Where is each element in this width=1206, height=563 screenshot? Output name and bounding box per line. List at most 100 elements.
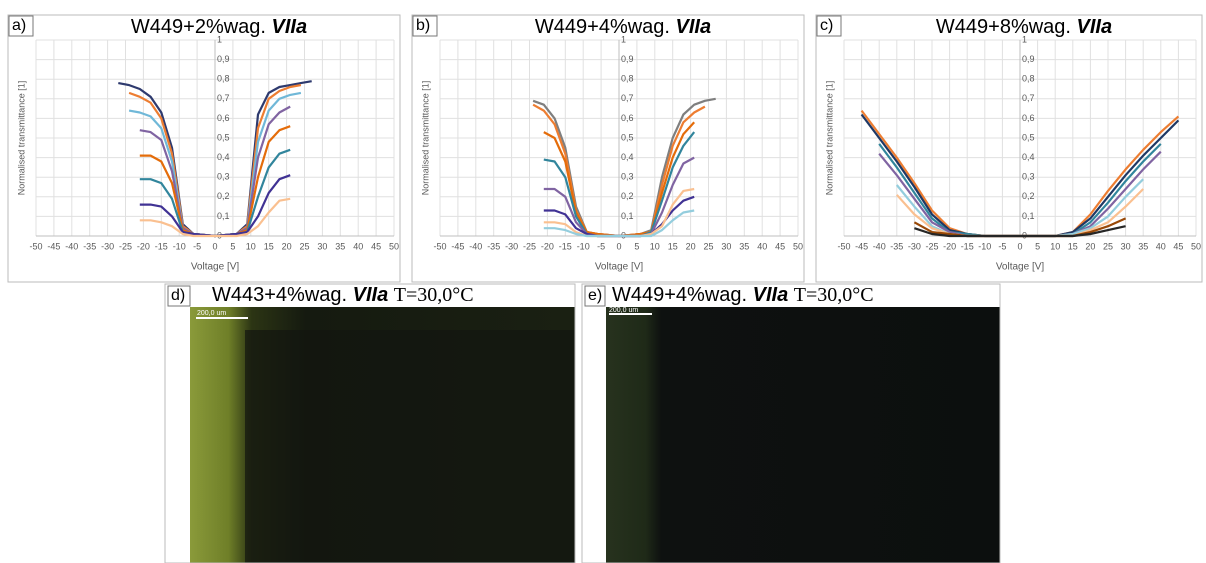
x-tick-label: 40 <box>757 241 767 251</box>
y-tick-label: 0,8 <box>217 74 230 84</box>
y-tick-label: 0,2 <box>621 191 634 201</box>
y-tick-label: 0,7 <box>217 93 230 103</box>
y-tick-label: 0,4 <box>1022 152 1035 162</box>
x-tick-label: -20 <box>541 241 554 251</box>
x-tick-label: -30 <box>908 241 921 251</box>
panel-label-box <box>816 15 842 37</box>
x-tick-label: -50 <box>837 241 850 251</box>
x-tick-label: 5 <box>230 241 235 251</box>
chart-title: W449+8%wag. VIIa <box>936 16 1112 38</box>
panel-label: d) <box>171 287 185 304</box>
y-tick-label: 0,5 <box>621 132 634 142</box>
y-tick-label: 1 <box>1022 34 1027 44</box>
x-tick-label: -15 <box>155 241 168 251</box>
condition: T=30,0°C <box>794 284 874 306</box>
x-tick-label: -35 <box>487 241 500 251</box>
chart-panel: c) W449+8%wag. VIIa-50 -45 -40 -35 -30 -25 -20-… <box>815 14 1203 283</box>
x-tick-label: 35 <box>739 241 749 251</box>
x-tick-label: 25 <box>299 241 309 251</box>
x-tick-label: 10 <box>650 241 660 251</box>
x-tick-label: -5 <box>998 241 1006 251</box>
y-tick-label: 0,4 <box>217 152 230 162</box>
y-tick-label: 0,2 <box>217 191 230 201</box>
x-tick-label: 50 <box>389 241 399 251</box>
title-text: W449+4%wag. <box>535 16 670 38</box>
y-tick-label: 0,5 <box>217 132 230 142</box>
x-tick-label: 35 <box>1138 241 1148 251</box>
x-tick-label: -25 <box>119 241 132 251</box>
image-title: W449+4%wag. VIIa T=30,0°C <box>612 284 874 307</box>
x-tick-label: -10 <box>173 241 186 251</box>
x-tick-label: -20 <box>943 241 956 251</box>
panel-label: a) <box>12 17 26 34</box>
condition: T=30,0°C <box>394 284 474 306</box>
x-tick-label: -45 <box>47 241 60 251</box>
title-text: W449+8%wag. <box>936 16 1071 38</box>
x-axis-title: Voltage [V] <box>996 262 1045 273</box>
x-tick-label: -35 <box>890 241 903 251</box>
x-tick-label: 45 <box>1173 241 1183 251</box>
x-tick-label: -45 <box>451 241 464 251</box>
y-tick-label: 0,8 <box>1022 74 1035 84</box>
series-line <box>139 197 291 238</box>
y-tick-label: 0,5 <box>1022 132 1035 142</box>
x-tick-label: -10 <box>978 241 991 251</box>
y-tick-label: 0,7 <box>621 93 634 103</box>
x-tick-label: 20 <box>686 241 696 251</box>
title-text: W449+2%wag. <box>131 16 266 38</box>
x-tick-label: 5 <box>634 241 639 251</box>
y-tick-label: 0,1 <box>1022 211 1035 221</box>
panel-label: e) <box>588 287 602 304</box>
title-emphasis: VIIa <box>353 284 389 306</box>
x-tick-label: 10 <box>1050 241 1060 251</box>
x-tick-label: 30 <box>317 241 327 251</box>
y-tick-label: 0,8 <box>621 74 634 84</box>
y-tick-label: 0,3 <box>621 172 634 182</box>
x-axis-title: Voltage [V] <box>595 262 644 273</box>
x-tick-label: -40 <box>469 241 482 251</box>
y-tick-label: 0,1 <box>621 211 634 221</box>
x-tick-label: -20 <box>137 241 150 251</box>
x-tick-label: 25 <box>1103 241 1113 251</box>
x-tick-label: 10 <box>246 241 256 251</box>
x-tick-label: -35 <box>83 241 96 251</box>
y-tick-label: 0,9 <box>621 54 634 64</box>
x-tick-label: 45 <box>371 241 381 251</box>
x-tick-label: -50 <box>29 241 42 251</box>
image-panel: d) W443+4%wag. VIIa T=30,0°C 200,0 um <box>164 283 576 563</box>
y-tick-label: 0,6 <box>217 113 230 123</box>
x-tick-label: -30 <box>101 241 114 251</box>
x-tick-label: -25 <box>925 241 938 251</box>
y-tick-label: 0,3 <box>217 172 230 182</box>
x-tick-label: 45 <box>775 241 785 251</box>
title-emphasis: VIIa <box>753 284 789 306</box>
micrograph <box>606 307 1000 563</box>
x-tick-label: -5 <box>193 241 201 251</box>
x-tick-label: 35 <box>335 241 345 251</box>
y-tick-label: 0,9 <box>217 54 230 64</box>
y-tick-label: 0,3 <box>1022 172 1035 182</box>
x-tick-label: -5 <box>597 241 605 251</box>
y-tick-label: 0,6 <box>621 113 634 123</box>
chart-panel: b) W449+4%wag. VIIa-50 -45 -40 -35 -30 -25 -20-… <box>411 14 805 283</box>
panel-frame <box>815 14 1203 283</box>
chart-title: W449+2%wag. VIIa <box>131 16 307 38</box>
panel-label-box <box>412 15 438 37</box>
y-tick-label: 0,1 <box>217 211 230 221</box>
x-tick-label: 0 <box>616 241 621 251</box>
x-tick-label: 15 <box>1068 241 1078 251</box>
y-tick-label: 0,7 <box>1022 93 1035 103</box>
x-tick-label: -15 <box>559 241 572 251</box>
image-panel: e) W449+4%wag. VIIa T=30,0°C 200,0 um <box>581 283 1001 563</box>
y-tick-label: 1 <box>621 34 626 44</box>
x-tick-label: 15 <box>668 241 678 251</box>
y-tick-label: 0,6 <box>1022 113 1035 123</box>
series-line <box>543 209 695 238</box>
chart-title: W449+4%wag. VIIa <box>535 16 711 38</box>
x-tick-label: -45 <box>855 241 868 251</box>
x-tick-label: -40 <box>65 241 78 251</box>
x-tick-label: -40 <box>873 241 886 251</box>
panel-label-box <box>584 285 606 307</box>
y-tick-label: 0,4 <box>621 152 634 162</box>
